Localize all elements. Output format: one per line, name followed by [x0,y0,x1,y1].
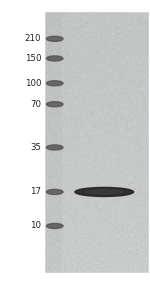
Ellipse shape [46,36,63,41]
Ellipse shape [46,145,63,150]
Ellipse shape [46,189,63,194]
Text: 70: 70 [30,100,41,109]
Text: 210: 210 [25,34,41,43]
Text: 150: 150 [25,54,41,63]
Text: 10: 10 [30,222,41,230]
Text: 35: 35 [30,143,41,152]
Ellipse shape [46,81,63,86]
Ellipse shape [85,190,123,194]
Bar [0,0,150,11]
Text: 17: 17 [30,187,41,196]
Ellipse shape [75,187,134,196]
Ellipse shape [46,56,63,61]
Text: 100: 100 [25,79,41,88]
Ellipse shape [46,102,63,107]
Ellipse shape [46,224,63,229]
Bar [149,0,150,283]
Bar [0,273,150,283]
Bar [0,0,44,283]
